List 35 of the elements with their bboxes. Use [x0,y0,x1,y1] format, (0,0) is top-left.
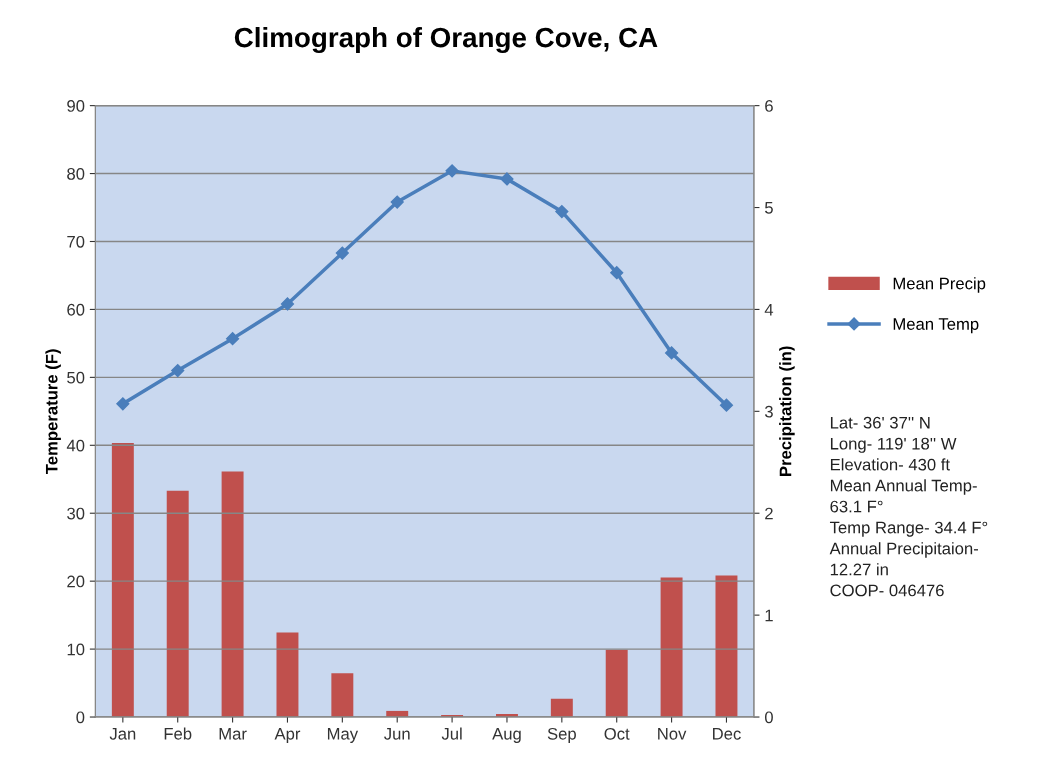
y-tick-label: 60 [67,303,85,316]
y-tick-label: 80 [67,167,85,180]
y2-axis-title: Precipitation (in) [779,346,795,476]
x-tick-label: Jun [384,728,410,740]
x-tick-label: Aug [492,728,521,743]
y-tick-label: 40 [66,439,85,452]
y2-tick-label: 4 [764,304,774,316]
y2-tick-label: 2 [765,507,773,520]
y-tick-label: 10 [67,643,85,656]
y2-tick-label: 0 [764,711,773,724]
y-tick-label: 20 [67,575,85,588]
y2-tick-label: 5 [764,202,773,214]
y-tick-label: 70 [67,235,85,248]
y2-tick-label: 3 [764,405,773,418]
x-tick-label: Jan [109,728,136,740]
x-tick-label: Dec [713,728,741,740]
y2-tick-label: 1 [765,609,773,622]
x-tick-label: Apr [274,728,301,743]
x-tick-label: Mar [219,728,247,740]
text: Lat- 36' 37'' N Long- 119' 18'' W Elevation- 430 ft Mean Annual Temp- 63.1 F° Temp Range- 34.4 F° Annual Precipitaion- 12.27 in COOP- 046476 [829,416,988,597]
chart-title: Climograph of Orange Cove, CA [234,26,658,53]
x-tick-label: May [327,728,359,743]
x-tick-label: Sep [547,727,576,743]
y2-tick-label: 6 [765,100,773,112]
legend-label: Mean Precip [893,277,986,293]
y-tick-label: 50 [67,371,85,384]
y-tick-label: 0 [76,711,85,724]
legend-label: Mean Temp [893,318,979,334]
x-tick-label: Jul [441,727,462,740]
x-tick-label: Feb [164,727,192,740]
y-tick-label: 30 [67,507,85,520]
y-tick-label: 90 [67,100,85,112]
y-axis-title: Temperature (F) [45,349,61,474]
x-tick-label: Nov [658,728,687,740]
x-tick-label: Oct [604,727,630,740]
